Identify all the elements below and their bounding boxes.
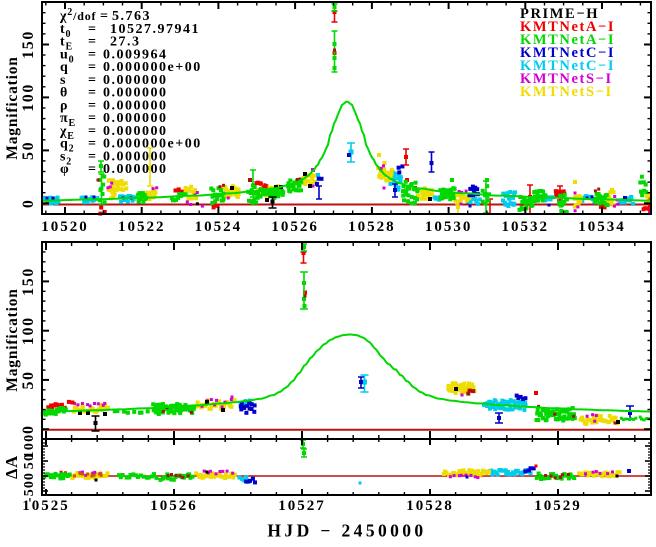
svg-text:0.000000e+00: 0.000000e+00 bbox=[103, 60, 202, 75]
svg-text:=: = bbox=[88, 47, 96, 62]
svg-text:0.000000: 0.000000 bbox=[103, 98, 168, 113]
svg-text:φ: φ bbox=[60, 162, 70, 177]
svg-text:150: 150 bbox=[20, 267, 37, 296]
svg-text:PRIME−H: PRIME−H bbox=[520, 6, 599, 22]
svg-text:10532: 10532 bbox=[502, 219, 550, 235]
svg-text:0.000000: 0.000000 bbox=[103, 124, 168, 139]
svg-text:=: = bbox=[88, 22, 96, 37]
svg-text:=: = bbox=[88, 124, 96, 139]
svg-text:27.3: 27.3 bbox=[110, 35, 141, 50]
svg-text:50: 50 bbox=[20, 370, 37, 389]
svg-text:10524: 10524 bbox=[195, 219, 243, 235]
svg-text:=: = bbox=[88, 35, 96, 50]
svg-text:Magnification: Magnification bbox=[4, 56, 21, 159]
svg-text:=: = bbox=[88, 111, 96, 126]
svg-text:10527.97941: 10527.97941 bbox=[110, 22, 200, 37]
svg-text:-50: -50 bbox=[22, 480, 37, 502]
svg-text:5.763: 5.763 bbox=[112, 9, 151, 24]
svg-text:KMTNetS−I: KMTNetS−I bbox=[520, 71, 613, 87]
svg-text:0.009964: 0.009964 bbox=[103, 47, 168, 62]
svg-text:=: = bbox=[88, 86, 96, 101]
svg-text:100: 100 bbox=[20, 83, 37, 112]
svg-text:KMTNetS−I: KMTNetS−I bbox=[520, 84, 613, 100]
svg-text:=: = bbox=[100, 9, 108, 24]
svg-text:θ: θ bbox=[60, 86, 68, 101]
svg-text:=: = bbox=[88, 73, 96, 88]
svg-text:0.000000: 0.000000 bbox=[103, 162, 168, 177]
svg-text:ρ: ρ bbox=[60, 98, 68, 113]
svg-text:0.000000: 0.000000 bbox=[103, 149, 168, 164]
svg-text:10520: 10520 bbox=[41, 219, 89, 235]
svg-text:10522: 10522 bbox=[118, 219, 166, 235]
svg-text:10526: 10526 bbox=[150, 498, 198, 514]
svg-text:0.000000: 0.000000 bbox=[103, 86, 168, 101]
svg-text:10526: 10526 bbox=[271, 219, 319, 235]
svg-text:=: = bbox=[88, 98, 96, 113]
svg-text:0: 0 bbox=[22, 472, 37, 480]
svg-text:50: 50 bbox=[20, 141, 37, 160]
svg-text:s2: s2 bbox=[60, 149, 72, 167]
svg-text:10528: 10528 bbox=[348, 219, 396, 235]
svg-text:0.000000: 0.000000 bbox=[103, 73, 168, 88]
svg-text:10527: 10527 bbox=[278, 498, 326, 514]
svg-text:KMTNetA−I: KMTNetA−I bbox=[520, 32, 615, 48]
svg-text:0: 0 bbox=[20, 424, 37, 434]
svg-text:Magnification: Magnification bbox=[4, 288, 21, 391]
svg-text:HJD − 2450000: HJD − 2450000 bbox=[267, 521, 426, 541]
svg-text:150: 150 bbox=[20, 30, 37, 59]
svg-text:50: 50 bbox=[22, 453, 37, 469]
svg-text:χ2/dof: χ2/dof bbox=[59, 7, 97, 24]
svg-text:ΔA: ΔA bbox=[2, 455, 21, 479]
svg-text:10530: 10530 bbox=[425, 219, 473, 235]
svg-text:10525: 10525 bbox=[22, 498, 70, 514]
svg-text:KMTNetC−I: KMTNetC−I bbox=[520, 58, 615, 74]
svg-text:=: = bbox=[88, 137, 96, 152]
svg-text:0.000000e+00: 0.000000e+00 bbox=[103, 137, 202, 152]
svg-text:0.000000: 0.000000 bbox=[103, 111, 168, 126]
svg-text:100: 100 bbox=[20, 316, 37, 345]
svg-text:t0: t0 bbox=[60, 22, 71, 40]
svg-text:s: s bbox=[60, 73, 66, 88]
svg-text:KMTNetC−I: KMTNetC−I bbox=[520, 45, 615, 61]
svg-text:=: = bbox=[88, 162, 96, 177]
svg-text:=: = bbox=[88, 60, 96, 75]
svg-text:0: 0 bbox=[20, 198, 37, 208]
svg-text:10528: 10528 bbox=[406, 498, 454, 514]
svg-text:q: q bbox=[60, 60, 69, 75]
svg-text:KMTNetA−I: KMTNetA−I bbox=[520, 19, 615, 35]
svg-text:=: = bbox=[88, 149, 96, 164]
svg-text:100: 100 bbox=[22, 434, 37, 459]
svg-text:10529: 10529 bbox=[534, 498, 582, 514]
svg-text:10534: 10534 bbox=[578, 219, 626, 235]
